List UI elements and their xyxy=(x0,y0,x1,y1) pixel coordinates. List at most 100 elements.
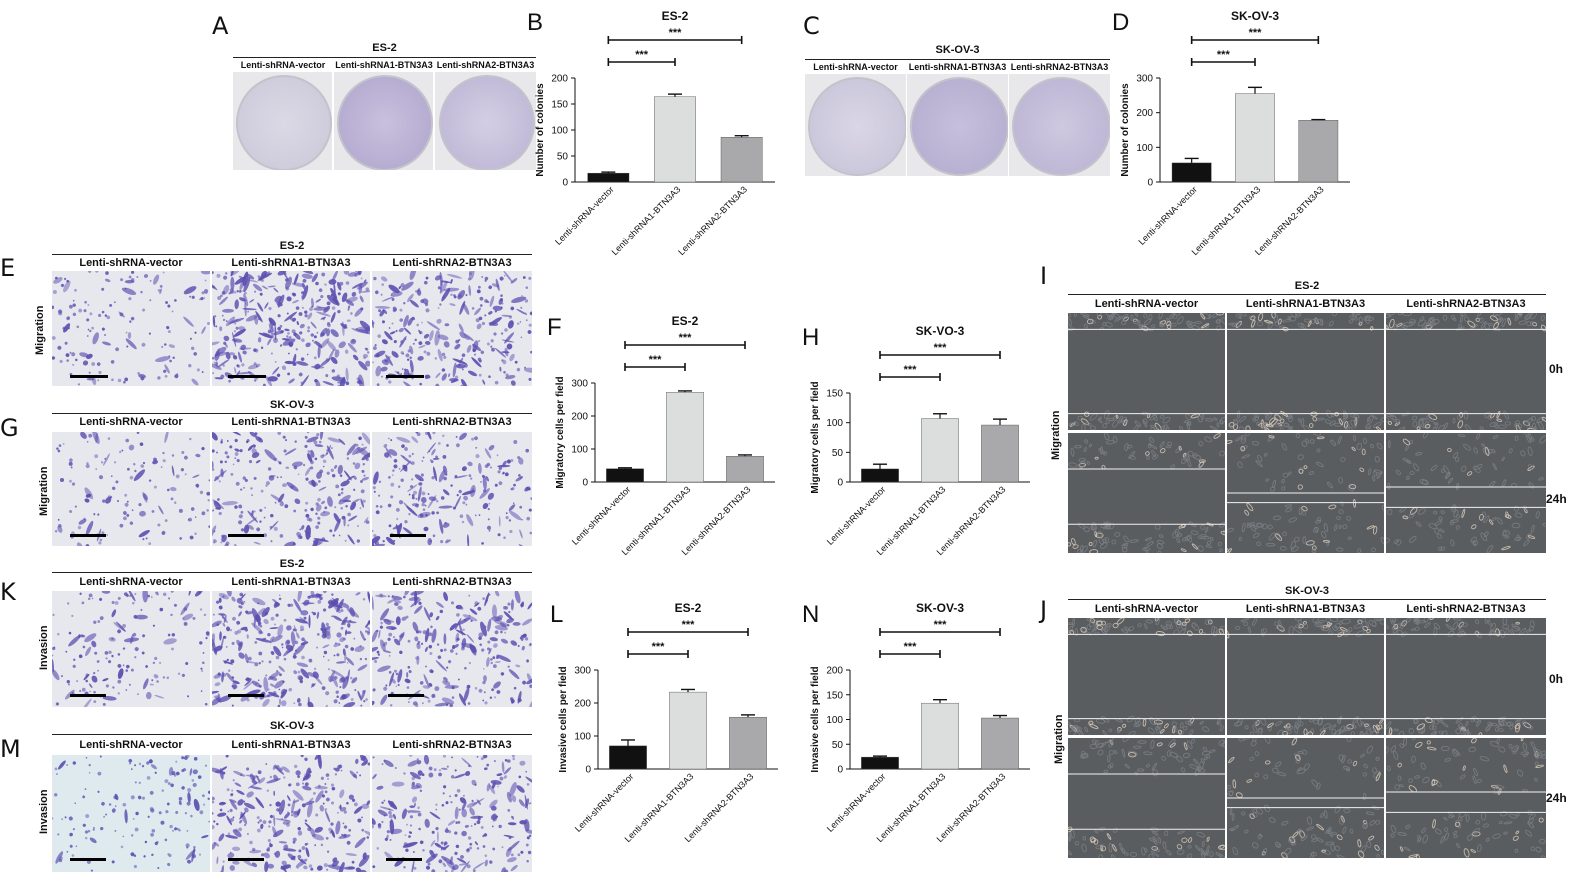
bar xyxy=(669,691,707,770)
wound-photo xyxy=(1227,433,1384,553)
bar xyxy=(1298,120,1339,183)
transwell-photo xyxy=(372,432,532,546)
panel-a-group-1: Lenti-shRNA-vector xyxy=(240,60,326,70)
x-tick-label: Lenti-shRNA2-BTN3A3 xyxy=(1253,184,1326,257)
panel-letter-e: E xyxy=(0,254,16,282)
panel-letter-c: C xyxy=(803,12,820,40)
panel-k-group-1: Lenti-shRNA-vector xyxy=(79,576,183,588)
x-tick-label: Lenti-shRNA1-BTN3A3 xyxy=(623,771,696,844)
y-tick-label: 100 xyxy=(571,445,588,456)
panel-letter-n: N xyxy=(802,601,819,628)
x-tick-label: Lenti-shRNA-vector xyxy=(825,484,888,547)
colony-dish-photo xyxy=(233,72,332,170)
panel-k-group-3: Lenti-shRNA2-BTN3A3 xyxy=(392,576,512,588)
y-tick-label: 150 xyxy=(551,100,568,111)
scale-bar xyxy=(228,534,264,537)
panel-g-group-3: Lenti-shRNA2-BTN3A3 xyxy=(392,416,512,428)
y-axis-label: Migratory cells per field xyxy=(555,376,566,488)
significance-label: *** xyxy=(934,342,948,354)
colony-dish-photo xyxy=(334,72,433,170)
x-tick-label: Lenti-shRNA1-BTN3A3 xyxy=(875,484,948,557)
panel-g-group-2: Lenti-shRNA1-BTN3A3 xyxy=(231,416,351,428)
panel-j-row-label: Migration xyxy=(1053,714,1065,765)
colony-dish-photo xyxy=(435,72,536,170)
wound-photo xyxy=(1386,433,1546,553)
scale-bar xyxy=(386,375,424,378)
panel-i-group-1: Lenti-shRNA-vector xyxy=(1094,298,1199,310)
y-tick-label: 50 xyxy=(832,740,844,751)
wound-photo xyxy=(1068,738,1225,858)
panel-m-group-1: Lenti-shRNA-vector xyxy=(79,739,183,751)
time-label-0h: 0h xyxy=(1549,362,1564,376)
bar xyxy=(981,717,1019,770)
x-tick-label: Lenti-shRNA2-BTN3A3 xyxy=(680,484,753,557)
scale-bar xyxy=(228,858,264,861)
chart-title: ES-2 xyxy=(675,601,702,615)
transwell-photo xyxy=(212,271,370,386)
x-tick-label: Lenti-shRNA1-BTN3A3 xyxy=(610,184,683,257)
x-tick-label: Lenti-shRNA-vector xyxy=(1136,184,1199,247)
wound-photo xyxy=(1068,618,1225,735)
bar xyxy=(981,424,1019,483)
y-tick-label: 200 xyxy=(1136,108,1153,119)
transwell-photo xyxy=(372,271,532,386)
panel-a-group-2: Lenti-shRNA1-BTN3A3 xyxy=(335,60,433,70)
bar xyxy=(587,172,630,183)
x-tick-label: Lenti-shRNA1-BTN3A3 xyxy=(875,771,948,844)
panel-letter-a: A xyxy=(212,12,229,40)
panel-g-row-label: Migration xyxy=(38,466,50,517)
panel-g-group-1: Lenti-shRNA-vector xyxy=(79,416,183,428)
scale-bar xyxy=(390,534,426,537)
x-tick-label: Lenti-shRNA-vector xyxy=(570,484,633,547)
bar xyxy=(861,756,899,770)
y-tick-label: 100 xyxy=(551,126,568,137)
bar-chart-d: D SK-OV-3 0 100 200 300 Number of colonies Lent… xyxy=(1112,9,1350,257)
y-tick-label: 0 xyxy=(585,765,591,776)
panel-m-title: SK-OV-3 xyxy=(269,720,314,732)
panel-e-row-label: Migration xyxy=(34,305,46,356)
colony-dish-photo xyxy=(805,74,906,176)
y-tick-label: 150 xyxy=(826,389,843,400)
wound-photo xyxy=(1227,313,1384,430)
y-tick-label: 0 xyxy=(582,478,588,489)
time-label-0h: 0h xyxy=(1549,672,1564,686)
significance-label: *** xyxy=(679,332,693,344)
chart-title: SK-VO-3 xyxy=(916,324,965,338)
wound-photo xyxy=(1068,313,1225,430)
panel-i-row-label: Migration xyxy=(1050,410,1062,461)
panel-e-title: ES-2 xyxy=(279,240,305,252)
panel-c-title: SK-OV-3 xyxy=(935,44,980,56)
significance-label: *** xyxy=(682,619,696,631)
bar xyxy=(1171,162,1212,183)
significance-label: *** xyxy=(669,27,683,39)
panel-e-group-3: Lenti-shRNA2-BTN3A3 xyxy=(392,257,512,269)
panel-c-group-1: Lenti-shRNA-vector xyxy=(813,62,898,72)
x-tick-label: Lenti-shRNA2-BTN3A3 xyxy=(935,771,1008,844)
bar xyxy=(720,137,763,183)
x-tick-label: Lenti-shRNA2-BTN3A3 xyxy=(683,771,756,844)
bar-chart-h: H SK-VO-3 0 50 100 150 Migratory cells per fie… xyxy=(802,324,1030,557)
y-tick-label: 300 xyxy=(571,379,588,390)
scale-bar xyxy=(70,858,106,861)
y-axis-label: Migratory cells per field xyxy=(810,381,821,493)
y-tick-label: 100 xyxy=(826,715,843,726)
wound-photo xyxy=(1068,433,1225,553)
panel-e-group-1: Lenti-shRNA-vector xyxy=(79,257,183,269)
panel-letter-h: H xyxy=(802,324,819,351)
bar-chart-l: L ES-2 0 100 200 300 Invasive cells per field L… xyxy=(550,601,778,844)
panel-k-title: ES-2 xyxy=(279,558,305,570)
significance-label: *** xyxy=(904,641,918,653)
significance-label: *** xyxy=(1249,27,1263,39)
y-tick-label: 300 xyxy=(1136,74,1153,85)
panel-i-group-3: Lenti-shRNA2-BTN3A3 xyxy=(1406,298,1526,310)
significance-label: *** xyxy=(904,364,918,376)
transwell-photo xyxy=(212,432,370,546)
panel-m-row-label: Invasion xyxy=(38,789,50,834)
panel-letter-k: K xyxy=(0,578,16,606)
panel-j-group-3: Lenti-shRNA2-BTN3A3 xyxy=(1406,603,1526,615)
time-label-24h: 24h xyxy=(1546,492,1567,506)
y-tick-label: 200 xyxy=(574,699,591,710)
time-label-24h: 24h xyxy=(1546,791,1567,805)
chart-title: SK-OV-3 xyxy=(916,601,964,615)
panel-c-group-2: Lenti-shRNA1-BTN3A3 xyxy=(908,62,1007,72)
